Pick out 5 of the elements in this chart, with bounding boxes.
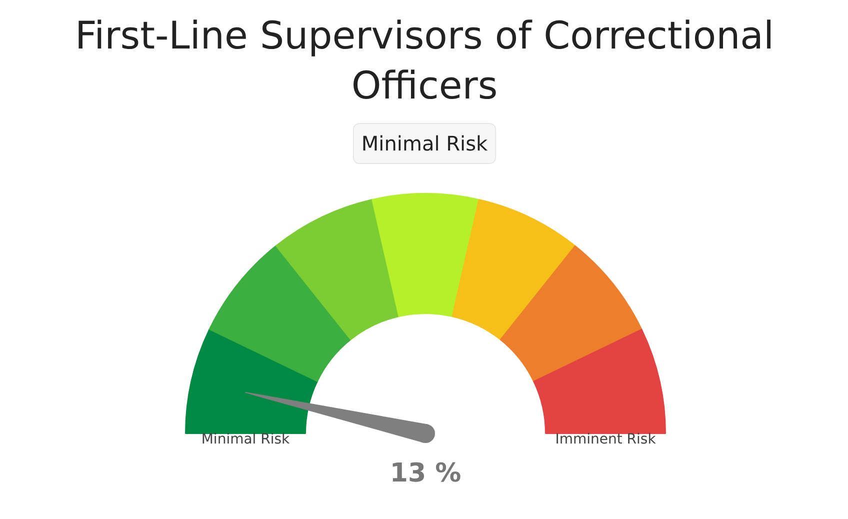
chart-subtitle: Minimal Risk [361, 132, 488, 156]
slice-label: Imminent Risk [555, 432, 657, 448]
chart-title: First-Line Supervisors of Correctional Officers [74, 14, 774, 108]
text: 13 % [390, 458, 462, 488]
slice-label: Minimal Risk [201, 432, 291, 448]
